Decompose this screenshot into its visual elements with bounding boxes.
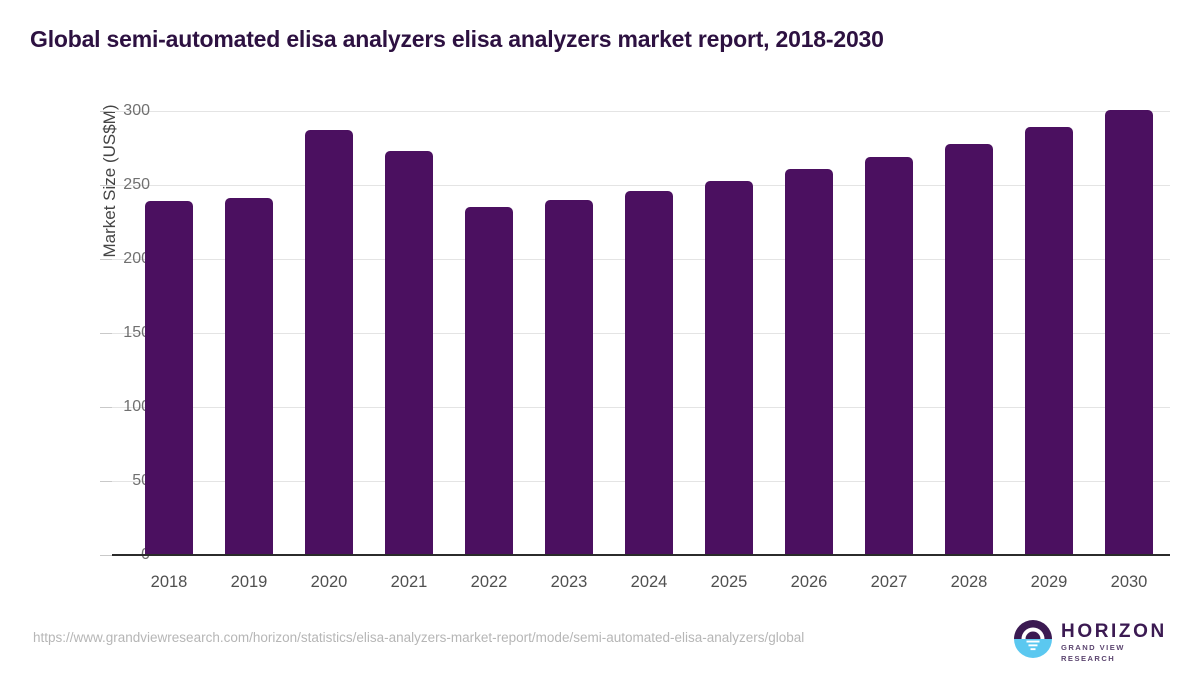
bar-2019[interactable]	[225, 198, 273, 555]
y-tick-mark	[100, 111, 112, 112]
x-tick-label: 2023	[550, 573, 588, 591]
bar-2028[interactable]	[945, 143, 993, 555]
page-title: Global semi-automated elisa analyzers el…	[30, 26, 884, 52]
x-tick-label: 2027	[870, 573, 908, 591]
horizon-logo-icon	[1014, 620, 1052, 658]
x-tick-label: 2024	[630, 573, 668, 591]
bar-2021[interactable]	[385, 150, 433, 555]
plot-area: Market Size (US$M) 050100150200250300 20…	[100, 102, 1170, 591]
bar-2018[interactable]	[145, 201, 193, 555]
x-tick-label: 2028	[950, 573, 988, 591]
x-tick-label: 2021	[390, 573, 428, 591]
bar-slot	[529, 111, 609, 555]
bar-slot	[849, 111, 929, 555]
bar-2020[interactable]	[305, 130, 353, 555]
source-url[interactable]: https://www.grandviewresearch.com/horizo…	[33, 630, 805, 645]
y-tick-label: 200	[123, 250, 150, 267]
horizon-logo-wordmark: HORIZON	[1061, 621, 1167, 642]
bar-2029[interactable]	[1025, 127, 1073, 555]
y-tick-label: 150	[123, 324, 150, 341]
horizon-logo-text: HORIZON GRAND VIEW RESEARCH	[1061, 622, 1173, 664]
bar-2027[interactable]	[865, 156, 913, 555]
bar-2023[interactable]	[545, 199, 593, 555]
bar-slot	[369, 111, 449, 555]
y-tick-mark	[100, 259, 112, 260]
x-tick-label: 2018	[150, 573, 188, 591]
bar-slot	[609, 111, 689, 555]
y-tick-mark	[100, 555, 112, 556]
bar-slot	[449, 111, 529, 555]
x-tick-label: 2026	[790, 573, 828, 591]
y-tick-mark	[100, 481, 112, 482]
y-tick-mark	[100, 407, 112, 408]
y-tick-label: 250	[123, 176, 150, 193]
gridline	[112, 185, 1170, 186]
horizon-logo-tagline: GRAND VIEW RESEARCH	[1061, 643, 1125, 663]
y-tick-label: 300	[123, 102, 150, 119]
bar-2030[interactable]	[1105, 109, 1153, 555]
bar-slot	[1089, 109, 1169, 555]
bar-slot	[689, 111, 769, 555]
x-tick-label: 2022	[470, 573, 508, 591]
x-tick-label: 2030	[1110, 573, 1148, 591]
y-tick-mark	[100, 333, 112, 334]
bar-slot	[209, 111, 289, 555]
bar-slot	[129, 111, 209, 555]
x-tick-label: 2019	[230, 573, 268, 591]
y-tick-mark	[100, 185, 112, 186]
x-tick-label: 2025	[710, 573, 748, 591]
bar-series	[112, 109, 1170, 555]
x-axis-line	[112, 554, 1170, 556]
x-tick-label: 2020	[310, 573, 348, 591]
bar-2026[interactable]	[785, 168, 833, 555]
bar-2024[interactable]	[625, 190, 673, 555]
x-tick-label: 2029	[1030, 573, 1068, 591]
bar-slot	[289, 111, 369, 555]
bar-slot	[769, 111, 849, 555]
bar-2022[interactable]	[465, 207, 513, 555]
bar-2025[interactable]	[705, 180, 753, 555]
gridline	[112, 111, 1170, 112]
bar-slot	[929, 111, 1009, 555]
bar-slot	[1009, 111, 1089, 555]
y-tick-label: 100	[123, 398, 150, 415]
horizon-logo: HORIZON GRAND VIEW RESEARCH	[1013, 618, 1173, 663]
